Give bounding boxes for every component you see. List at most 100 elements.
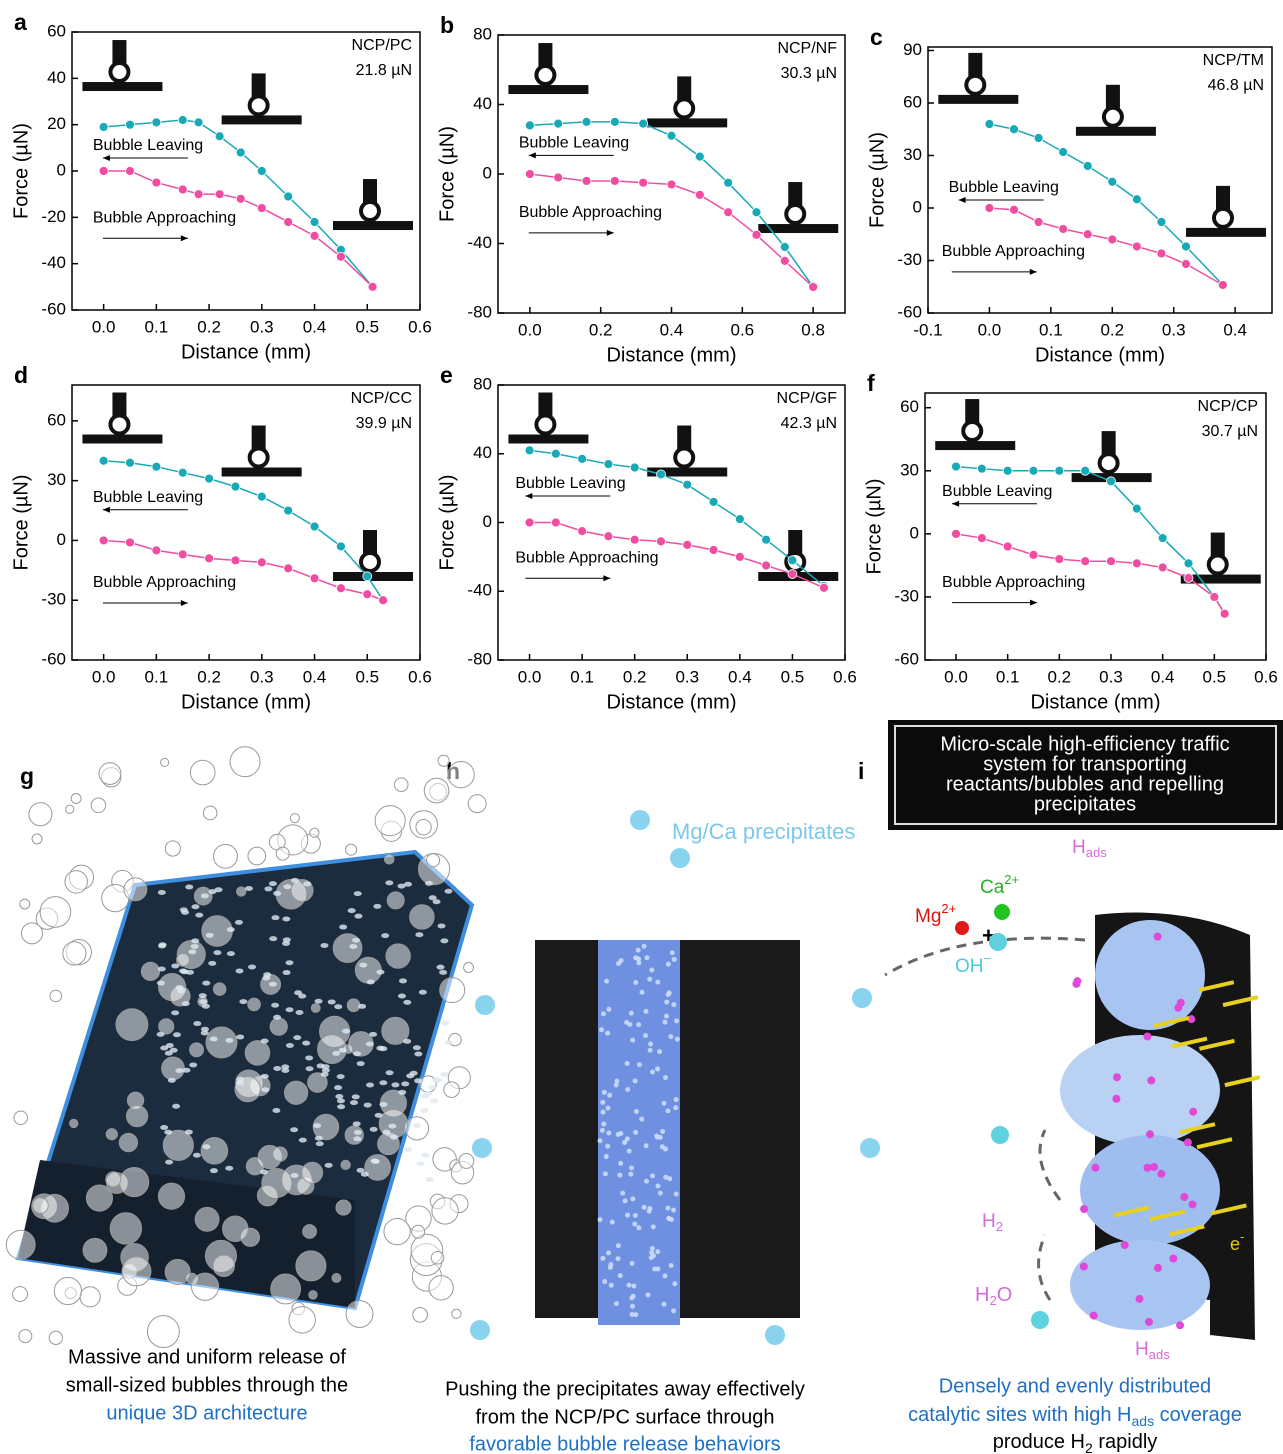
- core-bubble: [599, 1027, 605, 1033]
- data-point: [230, 555, 241, 566]
- bubble: [411, 1224, 426, 1239]
- surface-bubble: [158, 942, 167, 948]
- core-bubble: [645, 1292, 651, 1298]
- bubble-photo-plate: [82, 434, 163, 444]
- text-part: -: [1240, 1229, 1244, 1244]
- surface-bubble: [342, 1028, 351, 1034]
- data-point: [1058, 147, 1069, 157]
- surface-bubble: [428, 1084, 437, 1090]
- y-tick-label: 80: [473, 24, 492, 43]
- surface-bubble: [314, 1135, 323, 1141]
- y-axis-label: Force (µN): [863, 479, 885, 575]
- core-bubble: [629, 1295, 635, 1301]
- series-arrowhead: [528, 152, 536, 159]
- bubble: [105, 1128, 118, 1141]
- core-bubble: [655, 1066, 661, 1072]
- data-point: [984, 119, 995, 129]
- core-bubble: [600, 1011, 606, 1017]
- x-tick-label: 0.2: [1100, 320, 1124, 339]
- surface-bubble: [273, 1014, 282, 1020]
- bubble: [212, 982, 227, 996]
- data-point: [309, 573, 320, 584]
- data-point: [1009, 124, 1019, 135]
- surface-bubble: [156, 980, 165, 986]
- core-bubble: [648, 1041, 654, 1047]
- surface-bubble: [414, 1051, 423, 1057]
- surface-bubble: [282, 970, 291, 976]
- surface-bubble: [336, 1098, 345, 1104]
- bubble-photo-plate: [1180, 574, 1261, 584]
- surface-bubble: [200, 1026, 209, 1032]
- y-axis-label: Force (µN): [436, 126, 458, 222]
- surface-bubble: [200, 1030, 209, 1036]
- surface-bubble: [202, 1144, 211, 1150]
- data-point: [125, 537, 135, 548]
- data-point: [666, 179, 677, 190]
- bubble: [346, 998, 361, 1013]
- flow-arrow: [1037, 1234, 1052, 1301]
- series-label: Bubble Leaving: [519, 135, 629, 152]
- data-point: [151, 461, 162, 472]
- surface-bubble: [418, 989, 427, 995]
- bubble: [20, 922, 43, 945]
- series-arrowhead: [525, 493, 533, 499]
- core-bubble: [624, 1060, 630, 1066]
- surface-bubble: [303, 881, 312, 887]
- surface-bubble: [248, 964, 257, 970]
- bubble: [443, 1081, 460, 1098]
- core-bubble: [600, 1109, 606, 1115]
- x-tick-label: 0.3: [250, 317, 274, 336]
- bubble-photo-plate: [333, 572, 413, 581]
- core-bubble: [636, 1062, 642, 1068]
- data-point: [761, 534, 772, 545]
- bubble: [439, 977, 466, 1004]
- bubble-photo-bubble: [961, 420, 984, 443]
- core-bubble: [650, 1173, 656, 1179]
- core-bubble: [600, 1099, 606, 1105]
- core-bubble: [639, 989, 645, 995]
- bubble: [32, 1197, 49, 1214]
- surface-bubble: [167, 1077, 176, 1083]
- core-bubble: [625, 1212, 631, 1218]
- data-point: [1106, 556, 1116, 567]
- data-point: [734, 551, 745, 562]
- species-label: Mg2+: [915, 901, 956, 927]
- sample-name: NCP/TM: [1203, 52, 1264, 69]
- core-bubble: [641, 1204, 647, 1210]
- surface-bubble: [313, 1123, 322, 1129]
- data-point: [214, 189, 225, 200]
- text-part: coverage: [1154, 1404, 1242, 1426]
- surface-bubble: [391, 1082, 400, 1088]
- surface-bubble: [385, 1070, 394, 1076]
- data-point: [577, 526, 588, 536]
- text-part: −: [984, 951, 992, 966]
- bubble: [312, 1113, 340, 1141]
- bubble: [428, 1275, 454, 1301]
- x-axis-label: Distance (mm): [606, 691, 736, 713]
- surface-bubble: [225, 1037, 234, 1043]
- surface-bubble: [236, 1076, 245, 1082]
- precipitate: [470, 1320, 490, 1340]
- text-part: catalytic sites with high H: [908, 1404, 1131, 1426]
- surface-bubble: [285, 1042, 294, 1048]
- x-tick-label: 0.6: [408, 667, 432, 686]
- ca-ion: [994, 904, 1010, 920]
- core-bubble: [618, 958, 624, 964]
- adsorbed-h: [1188, 1200, 1197, 1209]
- electron-path: [1198, 980, 1235, 993]
- bubble: [295, 1250, 327, 1282]
- text-part: H: [982, 1211, 996, 1232]
- surface-bubble: [290, 1127, 299, 1133]
- bubble-photo-probe: [677, 76, 692, 103]
- core-bubble: [626, 1148, 632, 1154]
- surface-bubble: [363, 1102, 372, 1108]
- data-point: [603, 459, 614, 469]
- catalyst: [1080, 1135, 1220, 1245]
- series-arrowhead: [952, 500, 960, 507]
- surface-bubble: [190, 943, 199, 949]
- ion-ball: [1031, 1311, 1049, 1329]
- data-point: [524, 120, 535, 131]
- bubble: [272, 1146, 288, 1162]
- series-label: Bubble Approaching: [93, 574, 236, 591]
- precipitate: [860, 1138, 880, 1158]
